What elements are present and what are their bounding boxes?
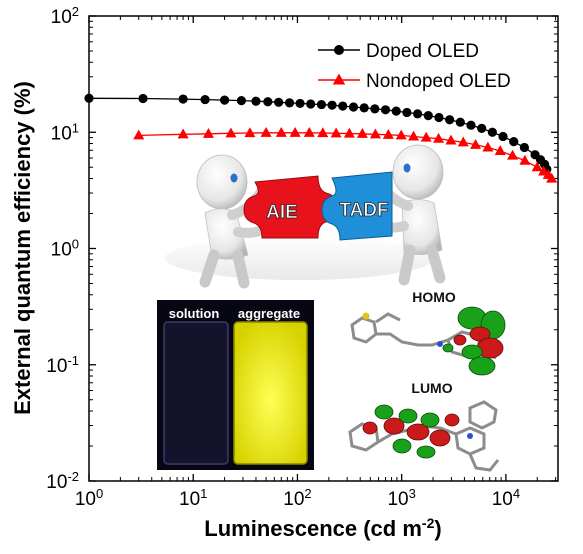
data-point: [423, 111, 433, 121]
puzzle-label-tadf: TADF: [339, 200, 388, 221]
series-line: [88, 97, 548, 170]
y-tick-label: 101: [51, 120, 79, 145]
data-point: [531, 161, 543, 172]
data-point: [395, 129, 407, 140]
data-point: [348, 102, 359, 112]
data-point: [420, 131, 432, 142]
data-point: [477, 123, 487, 133]
series-doped-oled: [84, 93, 552, 174]
data-point: [408, 130, 420, 141]
aie-tadf-illustration: AIE TADF: [165, 144, 446, 289]
data-point: [413, 109, 423, 119]
data-point: [382, 129, 394, 139]
x-axis-title: Luminescence (cd m-2): [204, 515, 441, 541]
data-point: [494, 145, 506, 156]
data-point: [306, 99, 316, 109]
data-point: [343, 127, 355, 138]
data-point: [138, 93, 148, 104]
data-point: [284, 98, 295, 108]
data-point: [303, 126, 315, 137]
data-point: [200, 94, 210, 105]
data-point: [177, 128, 189, 139]
data-point: [251, 96, 261, 106]
data-point: [482, 141, 494, 152]
solution-vial: [163, 321, 229, 465]
homo-label: HOMO: [412, 289, 456, 305]
lumo-lobes: [362, 404, 460, 459]
puzzle-label-aie: AIE: [266, 202, 298, 223]
data-point: [509, 137, 519, 147]
data-point: [380, 105, 391, 115]
data-point: [519, 154, 531, 165]
data-point: [244, 127, 256, 138]
data-point: [274, 97, 284, 107]
legend-marker: [332, 73, 346, 85]
data-point: [466, 120, 476, 130]
data-point: [434, 112, 444, 123]
data-point: [289, 126, 301, 137]
homo-lobes: [442, 306, 506, 376]
data-point: [263, 97, 273, 107]
data-point: [178, 94, 188, 104]
data-point: [470, 138, 482, 149]
y-tick-label: 100: [51, 236, 79, 261]
data-point: [338, 101, 348, 111]
data-point: [133, 129, 145, 140]
y-tick-label: 102: [51, 4, 79, 29]
data-point: [546, 172, 558, 183]
x-tick-label: 100: [75, 486, 103, 511]
vial-label-solution: solution: [169, 306, 220, 321]
data-point: [219, 95, 230, 105]
data-point: [391, 106, 401, 116]
vial-photo: solution aggregate: [157, 300, 314, 470]
data-point: [445, 134, 457, 145]
puzzle-piece-aie: AIE: [243, 175, 339, 239]
legend-label: Nondoped OLED: [366, 71, 511, 92]
data-point: [498, 131, 508, 142]
y-axis-title: External quantum efficiency (%): [10, 81, 35, 415]
data-point: [445, 115, 455, 125]
data-point: [260, 126, 272, 137]
data-point: [84, 93, 94, 103]
lumo-molecule: [348, 400, 500, 472]
lumo-label: LUMO: [411, 380, 452, 396]
data-point: [370, 104, 380, 114]
x-tick-label: 102: [283, 486, 311, 511]
data-point: [487, 127, 497, 137]
series-layer: [84, 93, 558, 183]
data-point: [356, 127, 368, 138]
data-point: [402, 107, 412, 118]
data-point: [202, 127, 214, 138]
x-tick-label: 104: [492, 486, 520, 511]
legend: Doped OLED Nondoped OLED: [318, 41, 511, 92]
data-point: [316, 99, 327, 110]
data-point: [519, 142, 529, 153]
data-point: [225, 127, 237, 138]
legend-label: Doped OLED: [366, 41, 479, 62]
x-tick-label: 103: [387, 486, 415, 511]
x-tick-label: 101: [179, 486, 207, 511]
puzzle-piece-tadf: TADF: [321, 171, 393, 241]
data-point: [295, 98, 305, 109]
legend-marker: [334, 45, 344, 55]
series-nondoped-oled: [133, 126, 558, 183]
data-point: [455, 117, 465, 127]
data-point: [327, 100, 337, 110]
data-point: [236, 96, 247, 106]
data-point: [317, 127, 329, 138]
data-point: [275, 126, 287, 137]
data-point: [457, 136, 469, 147]
data-point: [433, 132, 445, 143]
data-point: [507, 149, 519, 160]
y-tick-label: 10-1: [46, 352, 79, 377]
data-point: [359, 103, 369, 113]
data-point: [369, 128, 381, 139]
orbital-diagram: HOMO LUMO: [348, 289, 506, 472]
aggregate-vial: [233, 321, 308, 465]
data-point: [330, 127, 342, 138]
vial-label-aggregate: aggregate: [238, 306, 300, 321]
